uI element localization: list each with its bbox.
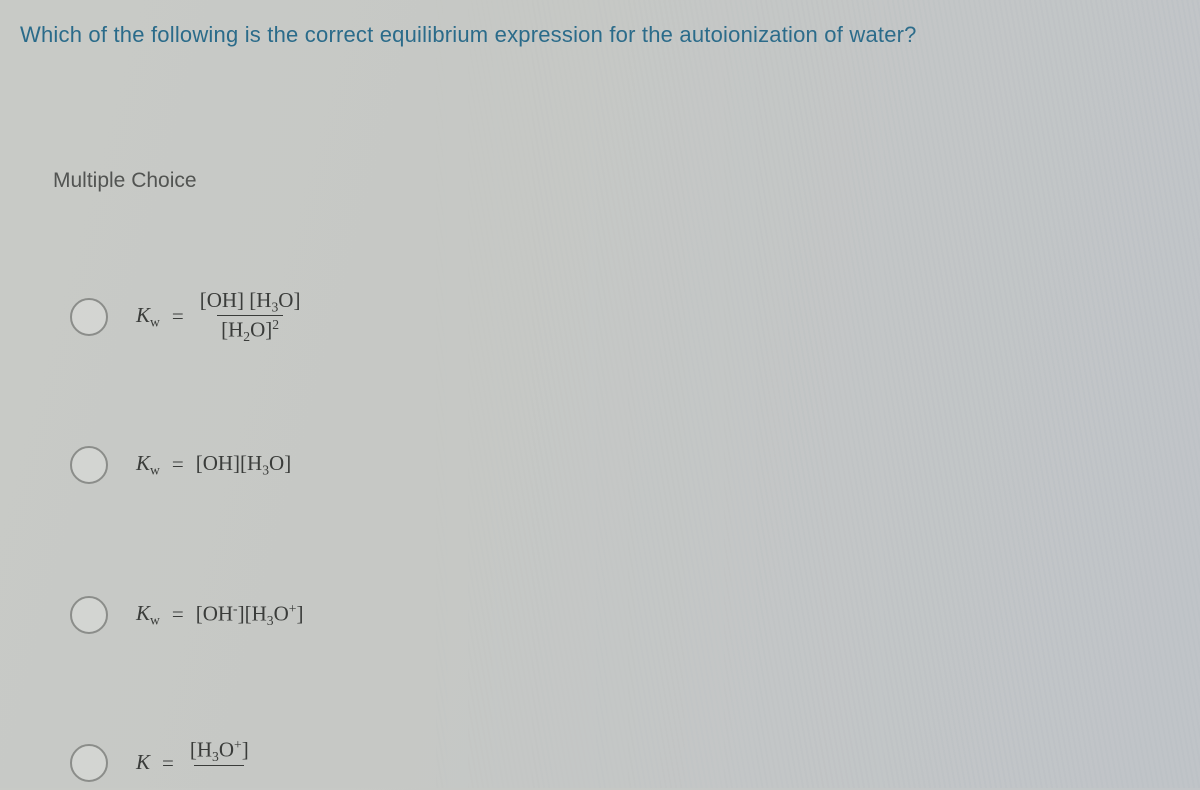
- option-4[interactable]: K = [H3O+]: [70, 737, 253, 790]
- option-1-formula: Kw = [OH] [H3O] [H2O]2: [136, 289, 304, 344]
- radio-icon[interactable]: [70, 298, 108, 336]
- multiple-choice-label: Multiple Choice: [53, 169, 197, 193]
- radio-icon[interactable]: [70, 744, 108, 782]
- question-text: Which of the following is the correct eq…: [20, 22, 917, 48]
- radio-icon[interactable]: [70, 446, 108, 484]
- option-1[interactable]: Kw = [OH] [H3O] [H2O]2: [70, 289, 304, 344]
- option-2[interactable]: Kw = [OH][H3O]: [70, 446, 291, 484]
- option-3-formula: Kw = [OH-][H3O+]: [136, 601, 303, 629]
- radio-icon[interactable]: [70, 596, 108, 634]
- option-2-formula: Kw = [OH][H3O]: [136, 451, 291, 478]
- option-4-formula: K = [H3O+]: [136, 737, 253, 790]
- option-3[interactable]: Kw = [OH-][H3O+]: [70, 596, 303, 634]
